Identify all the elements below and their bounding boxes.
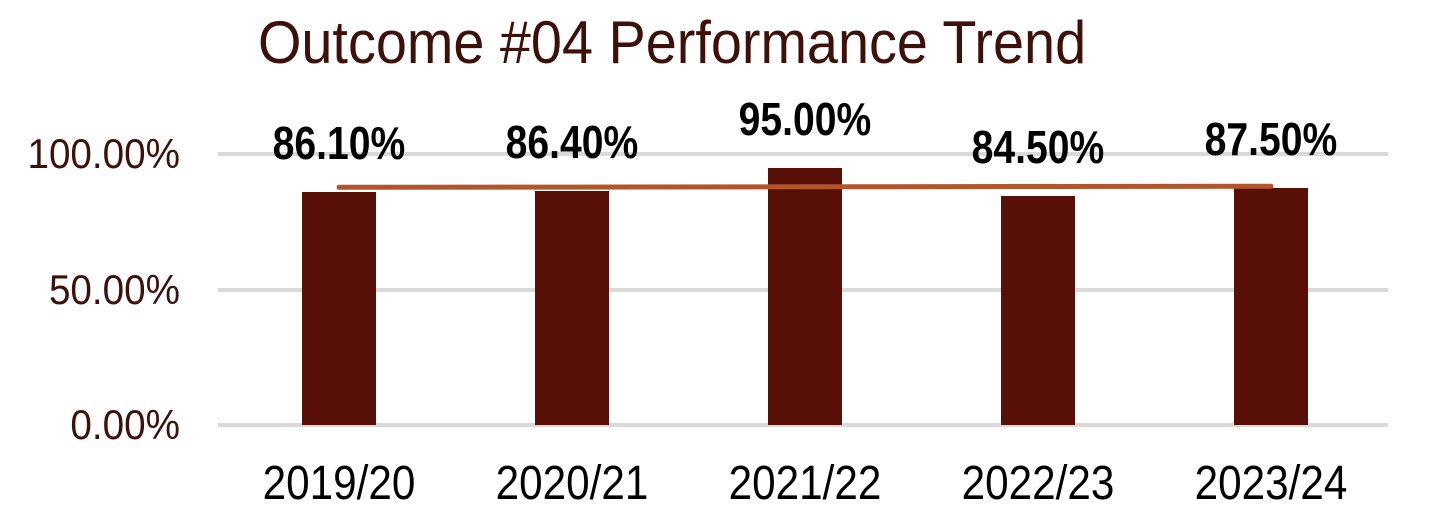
data-label: 95.00% bbox=[738, 92, 872, 145]
y-axis-label: 0.00% bbox=[70, 401, 180, 448]
data-label: 84.50% bbox=[971, 121, 1105, 173]
x-axis-label: 2022/23 bbox=[961, 457, 1115, 510]
x-axis-label: 2023/24 bbox=[1194, 457, 1348, 510]
bar-2021/22 bbox=[768, 167, 842, 425]
bar-2020/21 bbox=[535, 190, 609, 425]
y-axis-label: 100.00% bbox=[27, 130, 180, 177]
bar-2023/24 bbox=[1234, 187, 1308, 425]
data-label: 86.10% bbox=[272, 116, 406, 169]
gridline bbox=[218, 423, 1388, 427]
chart-title: Outcome #04 Performance Trend bbox=[258, 9, 1087, 76]
x-axis-label: 2020/21 bbox=[495, 457, 649, 510]
x-axis-label: 2019/20 bbox=[262, 457, 416, 510]
x-axis-label: 2021/22 bbox=[728, 457, 882, 510]
gridline bbox=[218, 152, 1388, 156]
y-axis-label: 50.00% bbox=[48, 265, 181, 313]
data-label: 86.40% bbox=[505, 115, 639, 168]
data-label: 87.50% bbox=[1204, 112, 1338, 165]
bar-2019/20 bbox=[302, 191, 376, 425]
bar-2022/23 bbox=[1001, 196, 1075, 425]
